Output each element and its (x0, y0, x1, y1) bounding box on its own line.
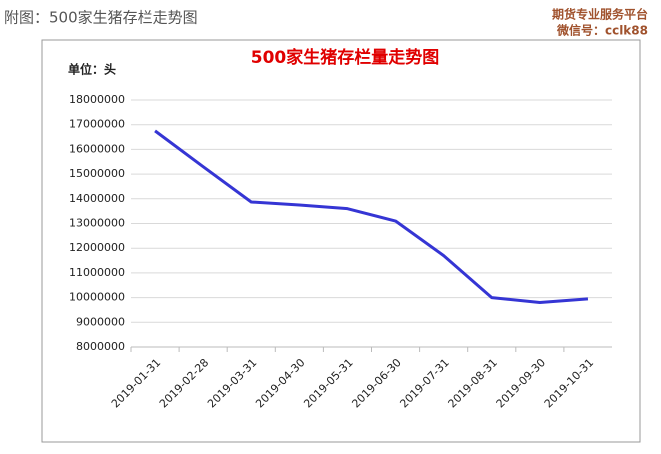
brand-line: 期货专业服务平台 (552, 7, 648, 22)
y-tick-label: 12000000 (69, 241, 125, 254)
y-tick-label: 15000000 (69, 167, 125, 180)
y-tick-label: 16000000 (69, 142, 125, 155)
brand-line: 微信号：cclk88 (556, 23, 648, 38)
y-tick-label: 18000000 (69, 93, 125, 106)
caption: 附图：500家生猪存栏走势图 (4, 9, 198, 27)
chart-frame (41, 39, 641, 443)
y-tick-label: 13000000 (69, 217, 125, 230)
x-tick-label: 2019-07-31 (397, 356, 451, 410)
y-tick-label: 8000000 (76, 340, 125, 353)
y-tick-label: 11000000 (69, 266, 125, 279)
x-tick-label: 2019-09-30 (494, 356, 548, 410)
y-unit: 单位：头 (68, 62, 116, 77)
x-tick-label: 2019-01-31 (109, 356, 163, 410)
x-tick-label: 2019-08-31 (446, 356, 500, 410)
x-tick-label: 2019-05-31 (301, 356, 355, 410)
x-tick-label: 2019-06-30 (349, 356, 403, 410)
x-tick-label: 2019-03-31 (205, 356, 259, 410)
x-tick-label: 2019-02-28 (157, 356, 211, 410)
data-line (154, 129, 589, 305)
chart-title: 500家生猪存栏量走势图 (251, 47, 440, 68)
y-tick-label: 10000000 (69, 291, 125, 304)
y-tick-label: 17000000 (69, 118, 125, 131)
y-tick-label: 9000000 (76, 315, 125, 328)
y-tick-label: 14000000 (69, 192, 125, 205)
x-tick-label: 2019-10-31 (542, 356, 596, 410)
x-tick-label: 2019-04-30 (253, 356, 307, 410)
